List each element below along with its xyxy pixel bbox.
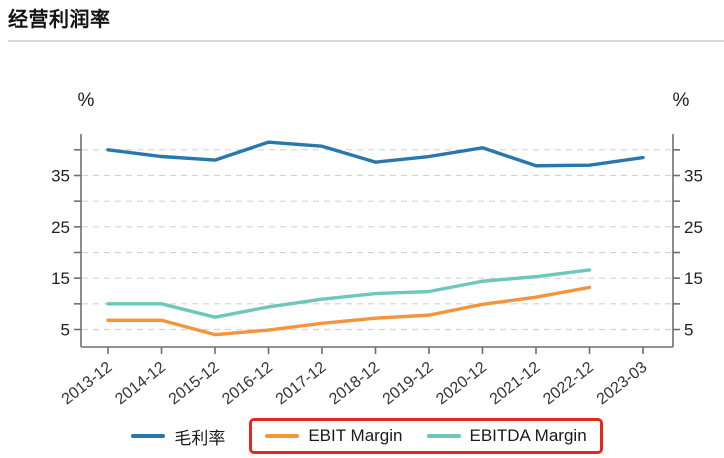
legend-label-ebitda-margin: EBITDA Margin — [469, 426, 587, 445]
x-tick-label: 2021-12 — [487, 359, 544, 409]
legend-item-ebitda-margin[interactable]: EBITDA Margin — [426, 426, 587, 446]
y-tick-label-right: 35 — [684, 167, 703, 186]
series-line-gross-margin — [106, 140, 645, 168]
y-tick-label-right: 15 — [684, 269, 703, 288]
series-line-ebitda-margin — [106, 268, 592, 319]
legend-swatch-gross-margin — [131, 433, 166, 439]
x-tick-label: 2017-12 — [273, 359, 330, 409]
legend-swatch-ebit-margin — [265, 433, 300, 439]
y-tick-label-left: 25 — [51, 218, 70, 237]
legend-item-ebit-margin[interactable]: EBIT Margin — [265, 426, 403, 446]
x-tick-label: 2020-12 — [433, 359, 490, 409]
x-tick-label: 2018-12 — [326, 359, 383, 409]
x-tick-label: 2015-12 — [166, 359, 223, 409]
y-axis-unit-right: % — [672, 90, 690, 111]
page-title: 经营利润率 — [8, 9, 111, 31]
x-tick-label: 2023-03 — [594, 359, 651, 409]
y-tick-label-right: 25 — [684, 218, 703, 237]
line-chart: 5 5 15 15 25 25 35 35 2013-122014-122015-122016-… — [51, 134, 703, 409]
x-tick-label: 2016-12 — [219, 359, 276, 409]
chart-area: % % 5 5 15 15 25 25 35 35 2013-12 2014-12 2015-12 2… — [0, 42, 724, 414]
y-tick-label-left: 5 — [61, 321, 70, 340]
x-tick-label: 2013-12 — [59, 359, 116, 409]
legend-highlight-box: EBIT Margin EBITDA Margin — [249, 418, 603, 454]
legend-item-gross-margin[interactable]: 毛利率 — [131, 424, 225, 449]
y-axis-unit-left: % — [77, 90, 95, 111]
x-tick-label: 2022-12 — [540, 359, 597, 409]
title-divider — [8, 40, 724, 42]
legend: 毛利率 EBIT Margin EBITDA Margin — [0, 414, 724, 458]
y-tick-label-left: 15 — [51, 269, 70, 288]
legend-label-ebit-margin: EBIT Margin — [308, 426, 403, 445]
y-tick-label-left: 35 — [51, 167, 70, 186]
x-tick-label: 2014-12 — [112, 359, 169, 409]
header: 经营利润率 — [0, 0, 724, 42]
x-tick-label: 2019-12 — [380, 359, 437, 409]
y-tick-label-right: 5 — [684, 321, 693, 340]
series-line-ebit-margin — [106, 285, 592, 337]
legend-label-gross-margin: 毛利率 — [174, 428, 226, 448]
legend-swatch-ebitda-margin — [426, 433, 461, 439]
